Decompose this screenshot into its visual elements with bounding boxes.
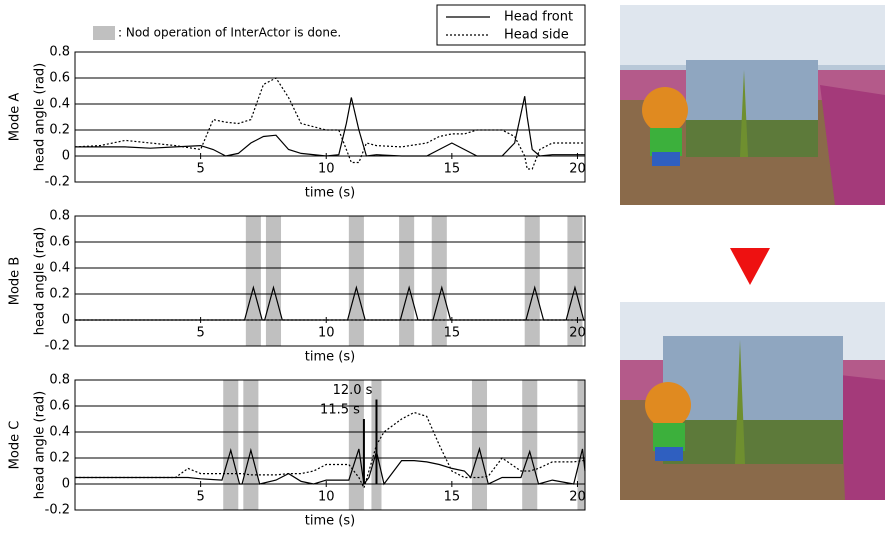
x-tick-label: 10 — [318, 490, 335, 505]
x-tick-label: 5 — [196, 490, 204, 505]
x-tick-label: 5 — [196, 162, 204, 177]
y-tick-label: 0 — [62, 313, 70, 328]
nod-legend-text: : Nod operation of InterActor is done. — [118, 26, 341, 40]
y-tick-label: 0 — [62, 149, 70, 164]
x-tick-label: 10 — [318, 162, 335, 177]
mode-label: Mode A — [8, 93, 23, 142]
y-axis-label: head angle (rad) — [33, 227, 48, 336]
x-axis-label: time (s) — [305, 186, 355, 201]
chart: -0.2 0 0.2 0.4 0.6 0.8 5 10 15 20 time (s) head ang… — [8, 209, 586, 365]
y-tick-label: 0.6 — [49, 235, 70, 250]
nod-legend-swatch — [93, 26, 115, 40]
x-axis-label: time (s) — [305, 350, 355, 365]
series-line — [75, 288, 585, 321]
x-tick-label: 10 — [318, 326, 335, 341]
y-tick-label: 0.4 — [49, 425, 70, 440]
annotation: 11.5 s — [320, 403, 360, 418]
nod-interval — [349, 380, 364, 510]
y-tick-label: 0.4 — [49, 261, 70, 276]
x-tick-label: 20 — [569, 490, 586, 505]
figure: : Nod operation of InterActor is done. H… — [0, 0, 885, 535]
y-tick-label: -0.2 — [45, 175, 70, 190]
y-tick-label: 0.8 — [49, 373, 70, 388]
y-tick-label: 0.8 — [49, 209, 70, 224]
chart: -0.2 0 0.2 0.4 0.6 0.8 5 10 15 20 time (s) head ang… — [8, 45, 586, 201]
y-axis-label: head angle (rad) — [33, 391, 48, 500]
arrow-down — [730, 248, 770, 285]
legend-label: Head front — [504, 10, 573, 25]
y-axis-label: head angle (rad) — [33, 63, 48, 172]
annotation: 12.0 s — [333, 383, 373, 398]
y-tick-label: 0.2 — [49, 287, 70, 302]
y-tick-label: 0.2 — [49, 123, 70, 138]
series-line — [75, 413, 585, 488]
y-tick-label: 0.2 — [49, 451, 70, 466]
x-tick-label: 20 — [569, 326, 586, 341]
x-tick-label: 15 — [444, 326, 461, 341]
y-tick-label: -0.2 — [45, 503, 70, 518]
nod-interval — [349, 216, 364, 346]
x-axis-label: time (s) — [305, 514, 355, 529]
nod-interval — [243, 380, 258, 510]
mode-label: Mode C — [8, 421, 23, 470]
chart: -0.2 0 0.2 0.4 0.6 0.8 5 10 15 20 time (s) head ang… — [8, 373, 586, 529]
mode-label: Mode B — [8, 257, 23, 305]
y-tick-label: 0 — [62, 477, 70, 492]
series-line — [75, 449, 585, 484]
series-line — [75, 96, 585, 156]
y-tick-label: -0.2 — [45, 339, 70, 354]
nod-interval — [472, 380, 487, 510]
y-tick-label: 0.8 — [49, 45, 70, 60]
nod-interval — [522, 380, 537, 510]
y-tick-label: 0.6 — [49, 399, 70, 414]
scene-before — [620, 5, 885, 205]
x-tick-label: 5 — [196, 326, 204, 341]
x-tick-label: 15 — [444, 162, 461, 177]
y-tick-label: 0.6 — [49, 71, 70, 86]
legend-label: Head side — [504, 28, 569, 43]
x-tick-label: 20 — [569, 162, 586, 177]
x-tick-label: 15 — [444, 490, 461, 505]
nod-interval — [266, 216, 281, 346]
nod-interval — [525, 216, 540, 346]
nod-interval — [246, 216, 261, 346]
scene-after — [620, 302, 885, 500]
nod-interval — [223, 380, 238, 510]
nod-interval — [399, 216, 414, 346]
y-tick-label: 0.4 — [49, 97, 70, 112]
